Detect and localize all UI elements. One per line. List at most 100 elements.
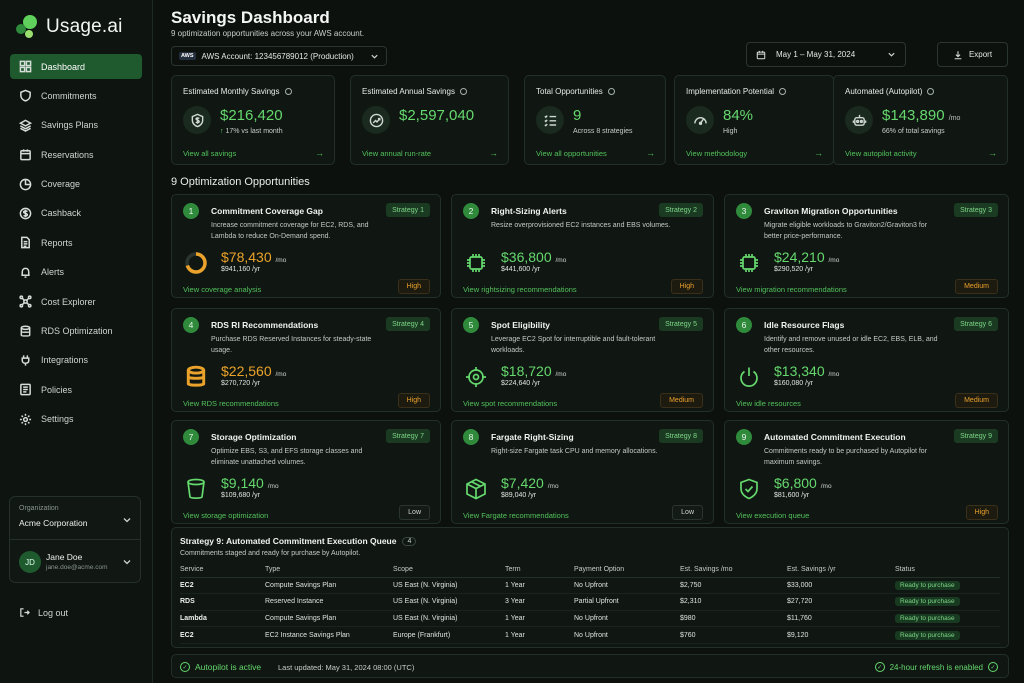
sidebar-item-dashboard[interactable]: Dashboard: [10, 54, 142, 79]
chevron-down-icon[interactable]: [122, 515, 132, 525]
sidebar-item-cost-explorer[interactable]: Cost Explorer: [10, 289, 142, 314]
kpi-link[interactable]: View autopilot activity: [845, 149, 917, 158]
column-header[interactable]: Term: [505, 562, 574, 578]
org-switcher[interactable]: Organization Acme Corporation JD Jane Do…: [9, 496, 141, 583]
info-icon[interactable]: [607, 88, 615, 95]
card-title: Automated Commitment Execution: [764, 432, 906, 442]
sidebar-item-alerts[interactable]: Alerts: [10, 260, 142, 285]
sidebar-item-integrations[interactable]: Integrations: [10, 348, 142, 373]
priority-badge: High: [670, 279, 703, 294]
calendar-icon: [18, 148, 32, 162]
column-header[interactable]: Status: [895, 562, 1000, 578]
info-icon[interactable]: [779, 88, 787, 95]
card-link[interactable]: View rightsizing recommendations: [463, 285, 577, 294]
card-link[interactable]: View spot recommendations: [463, 399, 558, 408]
table-cell: Compute Savings Plan: [265, 610, 393, 628]
opportunities-title: 9 Optimization Opportunities: [171, 176, 310, 188]
sidebar-item-label: Coverage: [41, 179, 81, 190]
info-icon[interactable]: [459, 88, 467, 95]
queue-count-badge: 4: [402, 536, 417, 546]
card-value: $13,340: [774, 363, 825, 379]
grid-icon: [18, 60, 32, 74]
sidebar-item-reservations[interactable]: Reservations: [10, 142, 142, 167]
document-icon: [18, 236, 32, 250]
card-title: Graviton Migration Opportunities: [764, 206, 898, 216]
chevron-down-icon[interactable]: [122, 557, 132, 567]
card-unit: /mo: [820, 483, 832, 490]
gear-icon: [18, 412, 32, 426]
logo[interactable]: Usage.ai: [16, 12, 142, 42]
kpi-link[interactable]: View all opportunities: [536, 149, 607, 158]
arrow-right-icon[interactable]: →: [489, 148, 498, 158]
column-header[interactable]: Type: [265, 562, 393, 578]
column-header[interactable]: Payment Option: [574, 562, 680, 578]
column-header[interactable]: Service: [180, 562, 265, 578]
list-icon: [18, 383, 32, 397]
sidebar-item-settings[interactable]: Settings: [10, 407, 142, 432]
kpi-card: Automated (Autopilot) $143,890 /mo 66% of …: [833, 75, 1008, 165]
arrow-right-icon[interactable]: →: [646, 148, 655, 158]
sidebar-item-label: Reports: [41, 237, 73, 248]
card-link[interactable]: View coverage analysis: [183, 285, 262, 294]
opportunity-card: 6 Idle Resource Flags Strategy 6 Identify a…: [724, 308, 1009, 412]
card-value: $24,210: [774, 249, 825, 265]
sidebar-item-policies[interactable]: Policies: [10, 377, 142, 402]
logout-button[interactable]: Log out: [19, 607, 68, 618]
table-cell: RDS: [180, 593, 265, 611]
sidebar-item-savings-plans[interactable]: Savings Plans: [10, 113, 142, 138]
sidebar-item-coverage[interactable]: Coverage: [10, 172, 142, 197]
card-yearly: $89,040 /yr: [501, 492, 537, 499]
card-link[interactable]: View execution queue: [736, 511, 810, 520]
card-link[interactable]: View migration recommendations: [736, 285, 847, 294]
priority-badge: High: [397, 279, 430, 294]
kpi-value: $216,420: [220, 107, 283, 124]
kpi-link[interactable]: View all savings: [183, 149, 237, 158]
info-icon[interactable]: [284, 88, 292, 95]
kpi-link[interactable]: View annual run-rate: [362, 149, 432, 158]
table-cell: No Upfront: [574, 610, 680, 628]
arrow-right-icon[interactable]: →: [814, 148, 823, 158]
crosshair-icon: [463, 364, 489, 390]
sidebar-item-cashback[interactable]: Cashback: [10, 201, 142, 226]
opportunity-card: 4 RDS RI Recommendations Strategy 4 Purchas…: [171, 308, 441, 412]
column-header[interactable]: Est. Savings /yr: [787, 562, 895, 578]
table-row[interactable]: EC2 Compute Savings Plan US East (N. Virgi…: [180, 577, 1000, 595]
card-unit: /mo: [828, 257, 840, 264]
card-link[interactable]: View storage optimization: [183, 511, 269, 520]
sidebar-item-reports[interactable]: Reports: [10, 230, 142, 255]
calendar-icon: [756, 50, 766, 59]
avatar[interactable]: JD: [19, 551, 41, 573]
date-range-picker[interactable]: May 1 – May 31, 2024: [746, 42, 906, 67]
export-label: Export: [968, 50, 993, 59]
download-icon: [954, 50, 962, 59]
arrow-right-icon[interactable]: →: [988, 148, 997, 158]
card-title: Commitment Coverage Gap: [211, 206, 323, 216]
card-link[interactable]: View Fargate recommendations: [463, 511, 569, 520]
table-row[interactable]: RDS Reserved Instance US East (N. Virginia…: [180, 593, 1000, 611]
info-icon[interactable]: [927, 88, 935, 95]
table-row[interactable]: Lambda Compute Savings Plan US East (N. Vi…: [180, 610, 1000, 628]
card-unit: /mo: [275, 371, 287, 378]
table-cell: Europe (Frankfurt): [393, 626, 505, 644]
kpi-link[interactable]: View methodology: [686, 149, 748, 158]
arrow-right-icon[interactable]: →: [315, 148, 324, 158]
donut-icon: [183, 250, 209, 276]
kpi-subtext: High: [723, 128, 738, 135]
sidebar-item-commitments[interactable]: Commitments: [10, 83, 142, 108]
table-cell: 3 Year: [505, 593, 574, 611]
status-cell: Ready to purchase: [895, 610, 1000, 628]
column-header[interactable]: Est. Savings /mo: [680, 562, 787, 578]
sidebar-item-rds-optimization[interactable]: RDS Optimization: [10, 319, 142, 344]
last-updated: Last updated: May 31, 2024 08:00 (UTC): [278, 663, 415, 672]
column-header[interactable]: Scope: [393, 562, 505, 578]
plug-icon: [18, 353, 32, 367]
card-yearly: $941,160 /yr: [221, 266, 260, 273]
account-selector[interactable]: AWS AWS Account: 123456789012 (Productio…: [171, 46, 387, 66]
export-button[interactable]: Export: [937, 42, 1008, 67]
table-row[interactable]: EC2 EC2 Instance Savings Plan Europe (Fran…: [180, 626, 1000, 644]
card-title: Storage Optimization: [211, 432, 297, 442]
card-description: Leverage EC2 Spot for interruptible and …: [491, 336, 656, 354]
card-link[interactable]: View idle resources: [736, 399, 801, 408]
card-link[interactable]: View RDS recommendations: [183, 399, 279, 408]
sidebar: Usage.ai Dashboard Commitments Savings Pla…: [0, 0, 153, 683]
